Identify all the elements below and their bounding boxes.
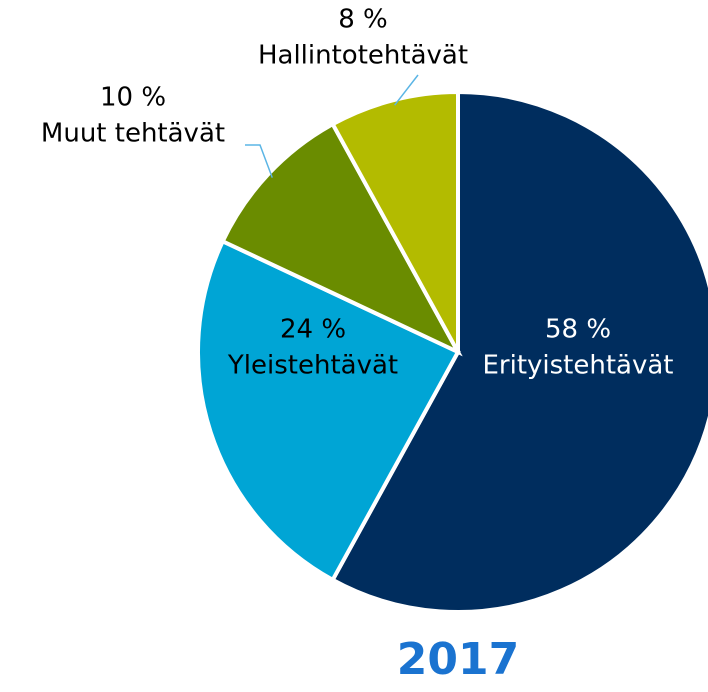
leader-line xyxy=(245,144,273,178)
category-label: Erityistehtävät xyxy=(482,351,673,381)
pie-slice xyxy=(196,238,461,583)
value-label: 58 % xyxy=(545,315,611,345)
chart-title: 2017 xyxy=(397,634,519,685)
pie-slice xyxy=(330,89,460,353)
leader-line xyxy=(394,74,419,106)
value-label: 10 % xyxy=(100,83,166,113)
pie-slice xyxy=(220,121,463,357)
pie-slice xyxy=(330,89,708,614)
value-label: 8 % xyxy=(338,5,388,35)
category-label: Muut tehtävät xyxy=(41,119,225,149)
category-label: Yleistehtävät xyxy=(227,351,398,381)
category-label: Hallintotehtävät xyxy=(258,41,468,71)
value-label: 24 % xyxy=(280,315,346,345)
